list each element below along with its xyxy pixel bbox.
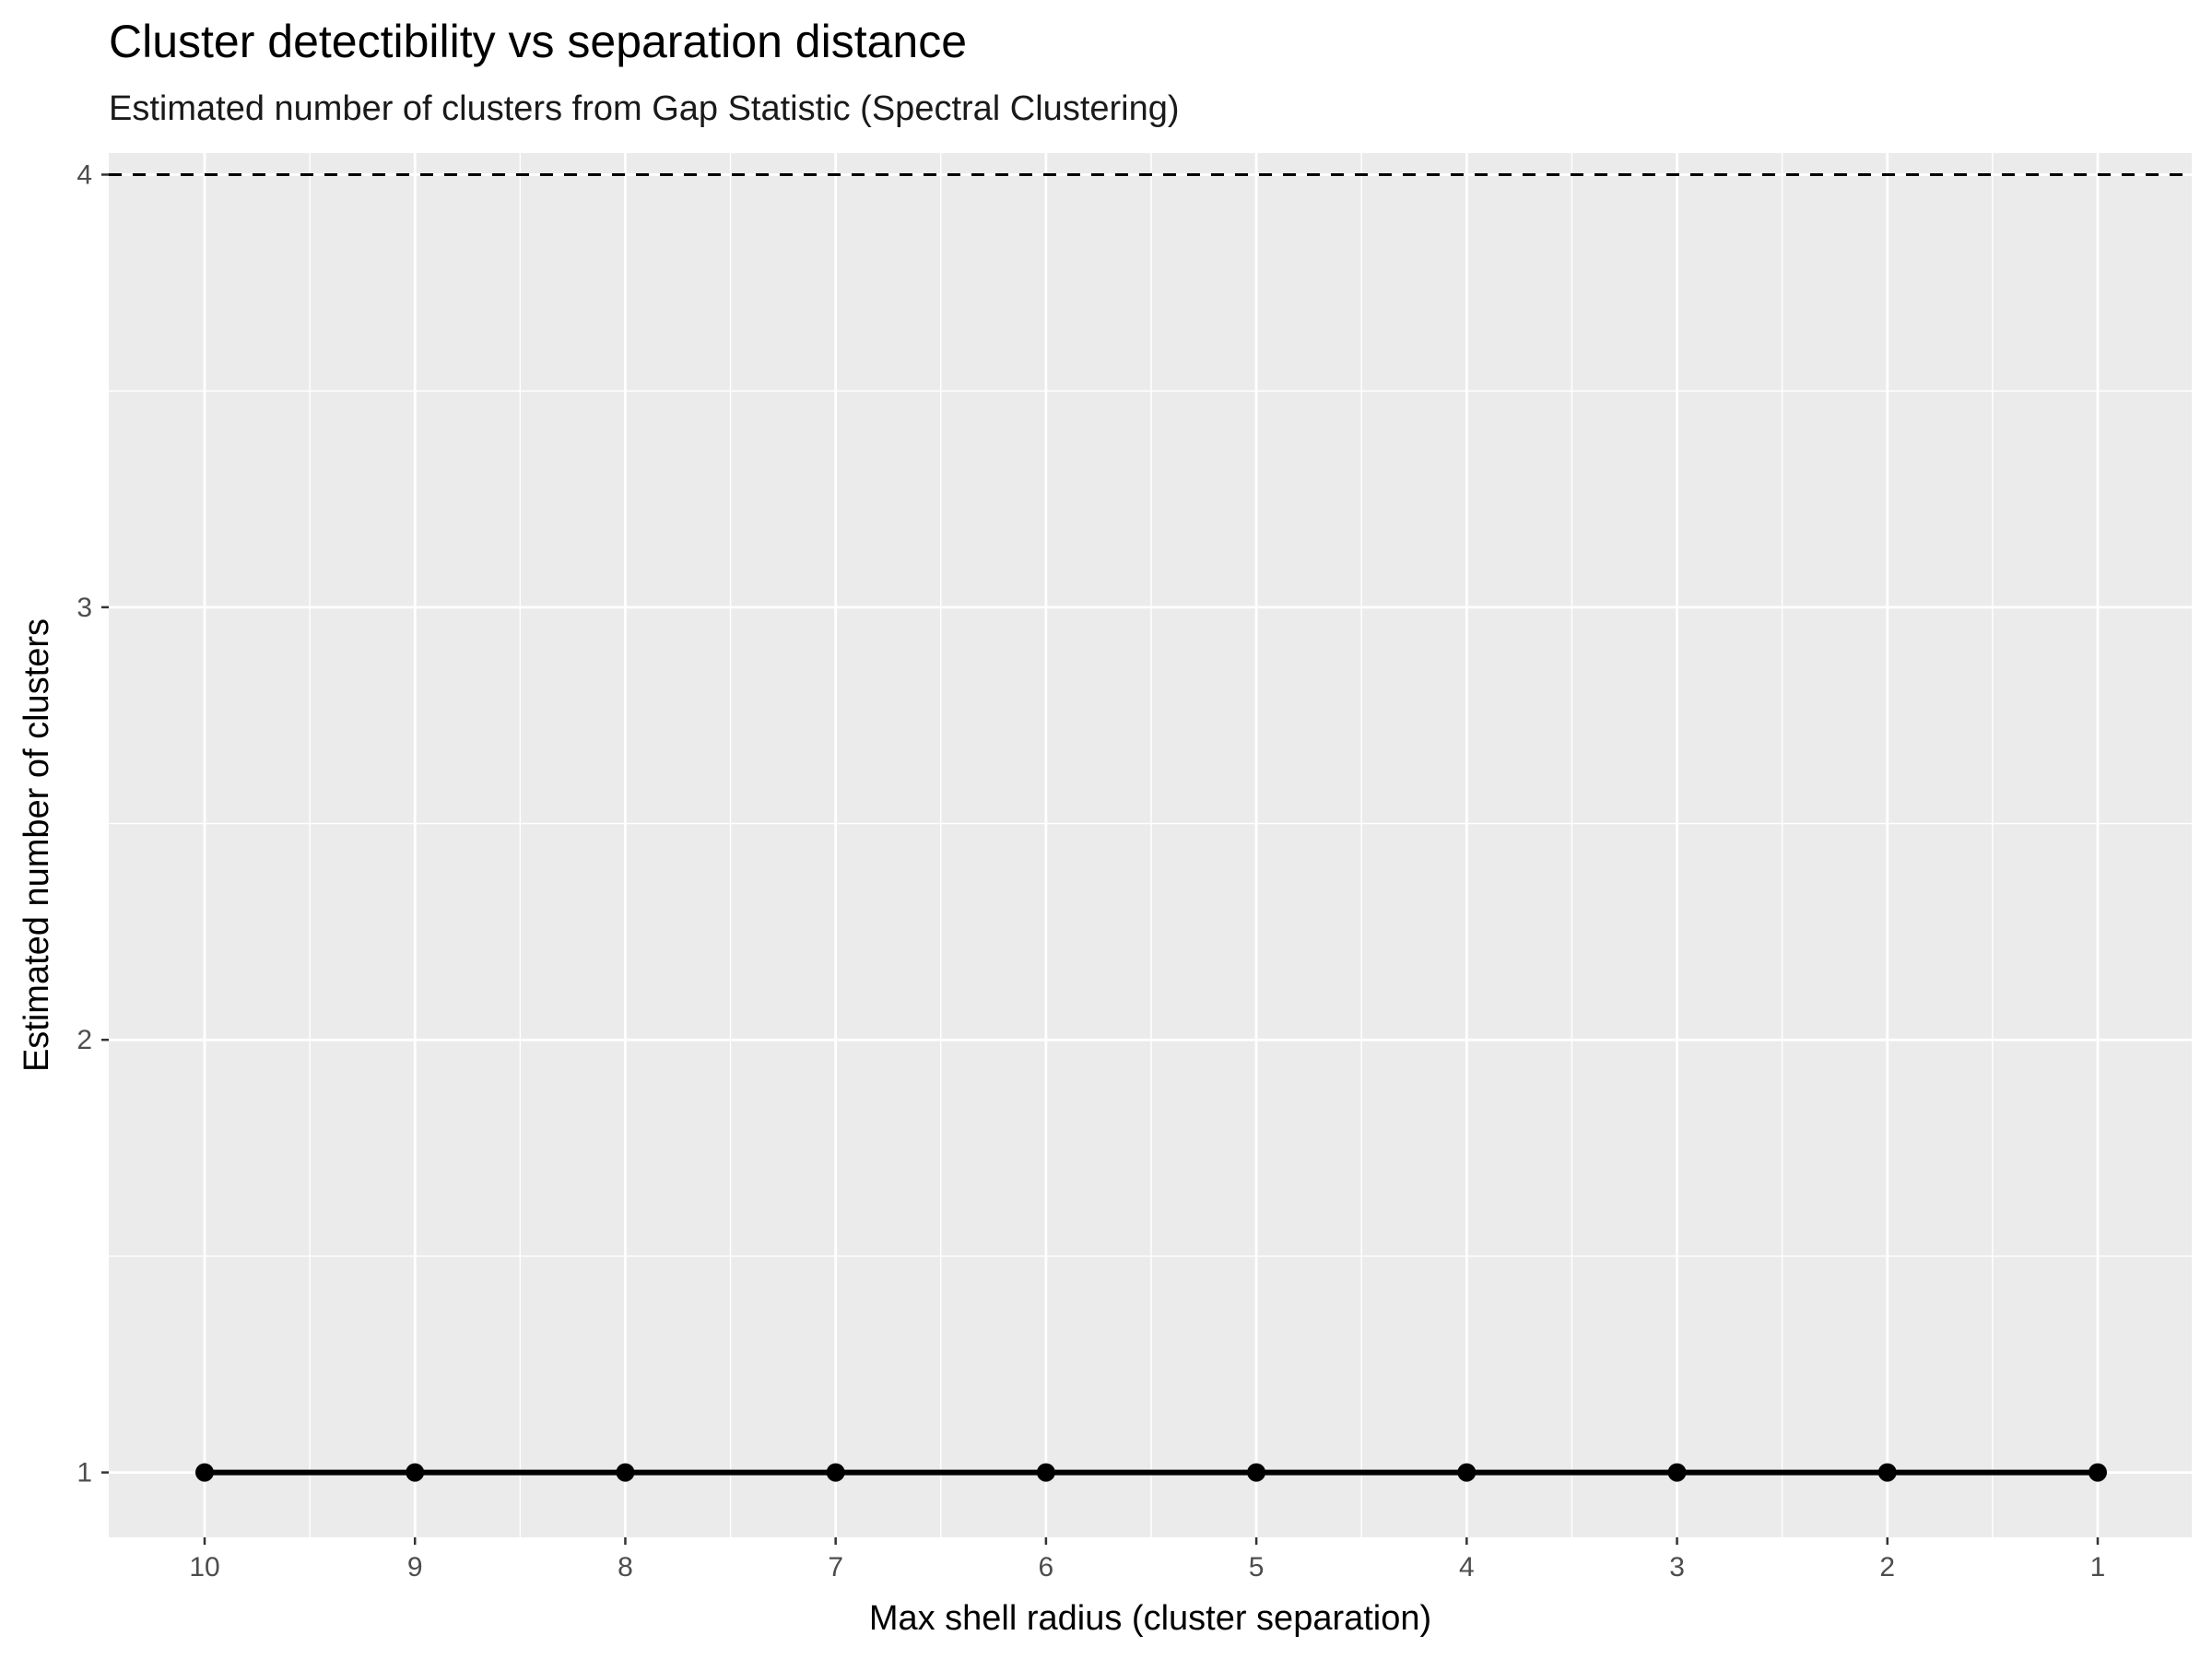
y-tick-label: 4 [76,159,92,190]
x-tick-label: 10 [189,1552,219,1583]
x-axis: 10 9 8 7 6 5 4 3 2 1 [189,1537,2105,1583]
data-point [406,1463,425,1482]
data-point [1877,1463,1897,1482]
x-tick-label: 3 [1669,1552,1685,1583]
x-tick-label: 2 [1879,1552,1895,1583]
y-axis: 1 2 3 4 [76,159,109,1488]
data-point [1667,1463,1687,1482]
chart-subtitle: Estimated number of clusters from Gap St… [109,89,1180,128]
plot-panel [109,153,2192,1537]
y-axis-title: Estimated number of clusters [18,618,56,1072]
x-tick-label: 7 [828,1552,843,1583]
data-point [1457,1463,1477,1482]
data-point [1247,1463,1266,1482]
x-tick-label: 9 [407,1552,423,1583]
x-tick-label: 5 [1249,1552,1265,1583]
y-tick-label: 2 [76,1025,92,1055]
data-point [2088,1463,2107,1482]
x-axis-title: Max shell radius (cluster separation) [869,1599,1431,1638]
data-point [1036,1463,1055,1482]
y-tick-label: 1 [76,1458,92,1488]
y-tick-label: 3 [76,593,92,623]
data-point [195,1463,214,1482]
x-tick-label: 4 [1459,1552,1475,1583]
chart-title: Cluster detectibility vs separation dist… [109,16,967,67]
data-point [616,1463,635,1482]
series-group [195,1463,2107,1482]
x-tick-label: 8 [618,1552,633,1583]
x-tick-label: 6 [1039,1552,1054,1583]
data-point [826,1463,845,1482]
x-tick-label: 1 [2090,1552,2106,1583]
